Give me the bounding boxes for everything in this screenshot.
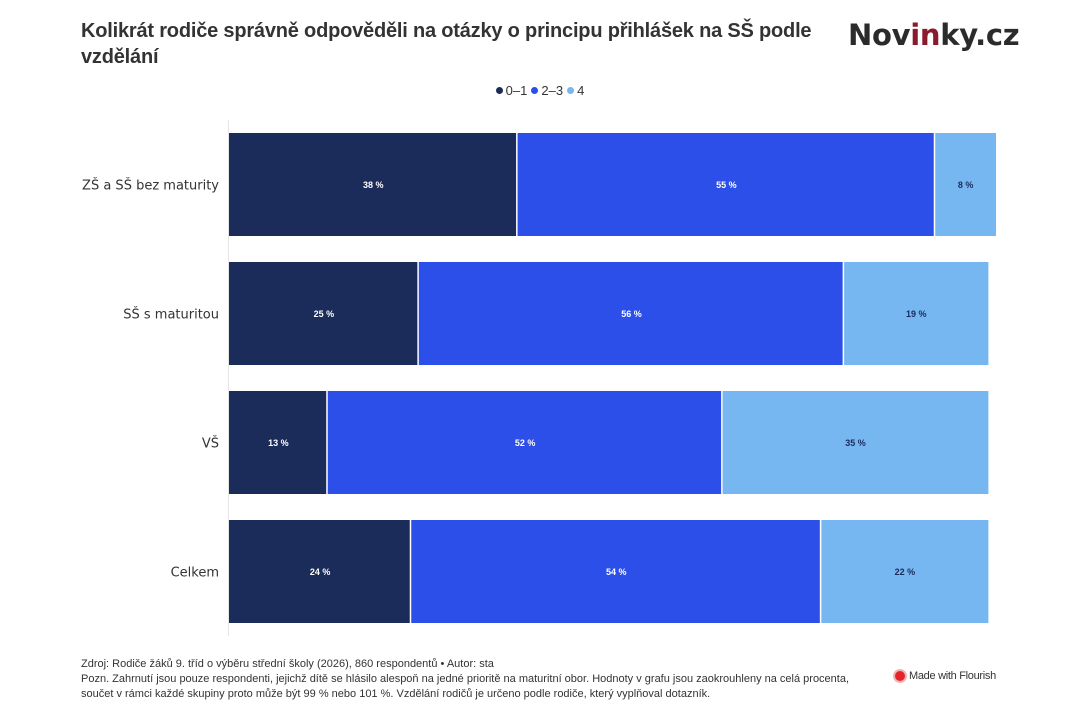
legend-item[interactable]: 2–3 [531,83,563,98]
category-label: SŠ s maturitou [123,307,219,323]
legend-dot-icon [567,87,575,94]
flourish-label: Made with Flourish [909,670,996,682]
logo-text-a: Nov [848,18,911,52]
value-label: 22 % [895,567,916,577]
value-label: 8 % [958,180,974,190]
value-label: 24 % [310,567,331,577]
legend-dot-icon [495,87,503,94]
bar-segment [327,391,722,494]
bar-segment [517,133,934,236]
legend-item[interactable]: 0–1 [495,83,528,98]
bar-segment [229,133,517,236]
methodology-note: Pozn. Zahrnutí jsou pouze respondenti, j… [81,673,850,700]
value-label: 52 % [515,438,536,448]
legend-label: 0–1 [505,83,528,98]
value-label: 35 % [845,438,866,448]
made-with-flourish-link[interactable]: Made with Flourish [895,670,996,682]
legend-label: 4 [577,83,585,98]
bar-segment [935,133,996,236]
legend-item[interactable]: 4 [567,83,584,98]
footer: Zdroj: Rodiče žáků 9. tříd o výběru stře… [81,657,881,702]
bar-segment [229,262,418,365]
novinky-logo[interactable]: Novinky.cz [848,18,1020,52]
value-label: 25 % [314,309,335,319]
value-label: 56 % [621,309,642,319]
value-label: 38 % [363,180,384,190]
category-label: ZŠ a SŠ bez maturity [82,178,219,194]
bar-segment [844,262,989,365]
value-label: 55 % [716,180,737,190]
legend-dot-icon [531,87,539,94]
logo-text-b: ky.cz [940,18,1020,52]
bar-segment [229,391,327,494]
bar-segment [722,391,989,494]
legend-label: 2–3 [541,83,564,98]
bar-segment [229,520,410,623]
value-label: 54 % [606,567,627,577]
chart-title: Kolikrát rodiče správně odpověděli na ot… [81,20,812,68]
value-label: 19 % [906,309,927,319]
source-note: Zdroj: Rodiče žáků 9. tříd o výběru stře… [81,658,494,670]
logo-text-accent: in [910,18,941,52]
value-label: 13 % [268,438,289,448]
bar-segment [411,520,820,623]
bar-segment [418,262,843,365]
category-label: VŠ [202,436,219,452]
flourish-icon [895,671,905,681]
bar-segment [821,520,989,623]
legend: 0–1 2–3 4 [0,82,1080,98]
category-label: Celkem [171,566,219,581]
